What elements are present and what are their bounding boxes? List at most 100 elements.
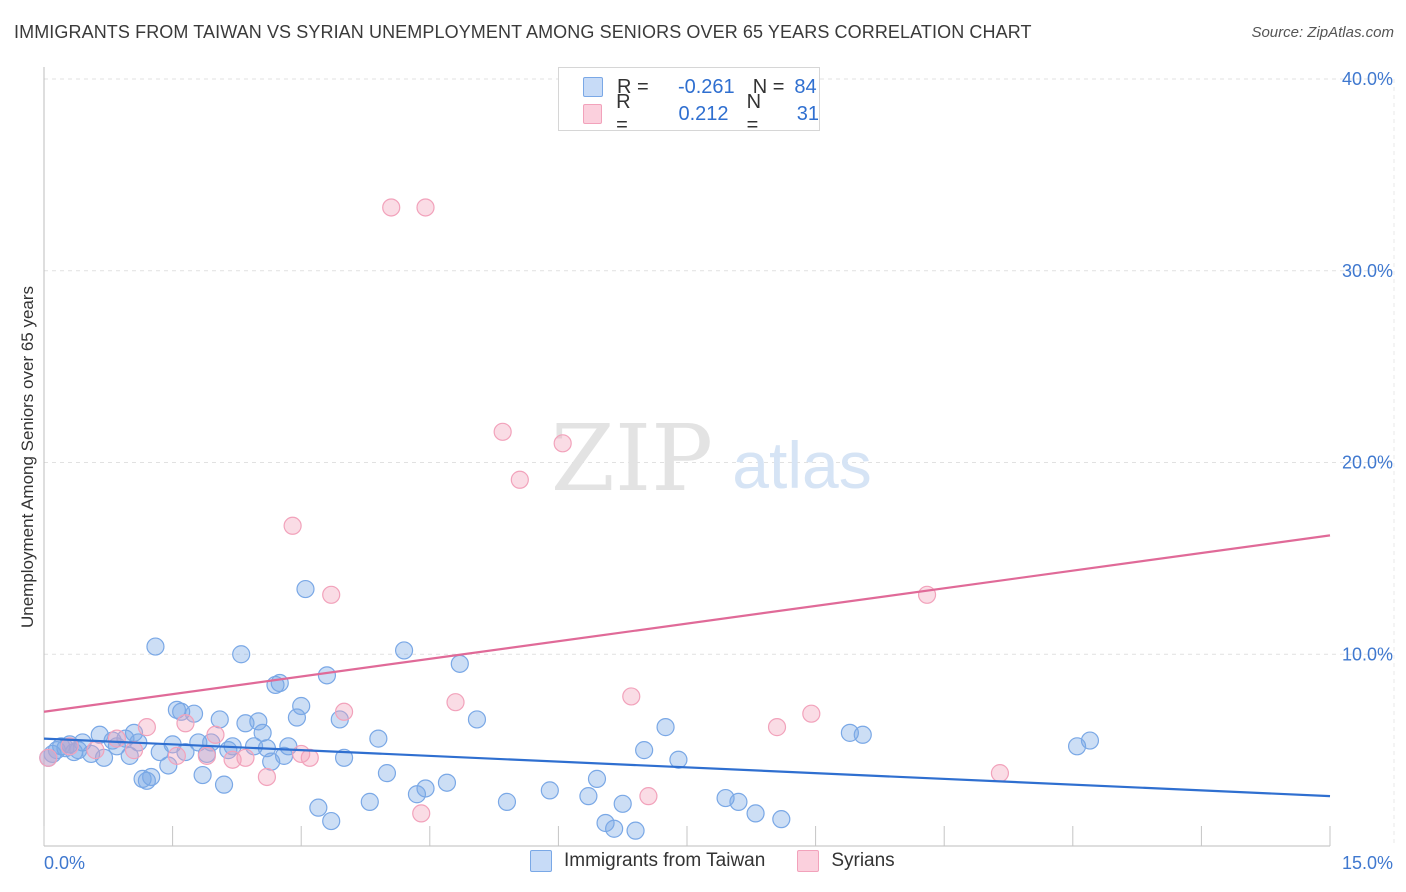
point-taiwan	[450, 654, 469, 673]
point-taiwan	[540, 781, 559, 800]
source-label: Source: ZipAtlas.com	[1251, 24, 1394, 41]
point-taiwan	[467, 710, 487, 729]
tick-labels: 10.0% 20.0% 30.0% 40.0% 0.0% 15.0%	[44, 69, 1393, 873]
point-taiwan	[1080, 731, 1100, 750]
point-syrians	[639, 787, 658, 806]
x-tick-label: 0.0%	[44, 853, 85, 873]
point-syrians	[107, 729, 126, 748]
point-syrians	[334, 702, 354, 721]
correlation-legend: R = -0.261 N = 84 R = 0.212 N = 31	[558, 67, 820, 136]
point-syrians	[124, 741, 144, 760]
point-syrians	[802, 704, 821, 723]
point-taiwan	[210, 710, 229, 729]
legend-n-value: 84	[794, 75, 817, 98]
y-tick-label: 40.0%	[1342, 69, 1393, 89]
point-syrians	[176, 714, 195, 733]
series-legend-taiwan[interactable]: Immigrants from Taiwan	[530, 850, 765, 872]
point-syrians	[622, 687, 641, 706]
point-taiwan	[605, 819, 624, 838]
point-taiwan	[377, 764, 397, 783]
point-syrians	[493, 422, 512, 441]
legend-r-value: 0.212	[678, 102, 729, 125]
point-taiwan	[292, 696, 311, 716]
legend-n-value: 31	[796, 102, 819, 125]
legend-swatch-syrians	[583, 104, 603, 124]
point-syrians	[283, 516, 302, 535]
point-syrians	[60, 737, 79, 756]
point-taiwan	[317, 666, 337, 685]
point-taiwan	[262, 752, 281, 771]
series-legend: Immigrants from Taiwan Syrians	[530, 850, 927, 872]
watermark: ZIP atlas	[551, 405, 872, 512]
point-taiwan	[437, 773, 457, 792]
point-syrians	[292, 744, 311, 764]
point-syrians	[236, 748, 255, 767]
point-taiwan	[613, 794, 632, 813]
point-syrians	[322, 585, 341, 604]
point-taiwan	[360, 792, 379, 811]
point-syrians	[412, 804, 431, 823]
point-syrians	[39, 748, 58, 767]
point-taiwan	[193, 765, 212, 785]
point-syrians	[510, 470, 529, 489]
legend-r-value: -0.261	[677, 75, 735, 98]
point-syrians	[767, 718, 787, 737]
point-taiwan	[334, 748, 354, 767]
point-taiwan	[416, 779, 435, 798]
point-syrians	[257, 767, 277, 787]
point-taiwan	[579, 787, 598, 806]
point-taiwan	[669, 750, 688, 769]
point-taiwan	[142, 767, 161, 787]
point-taiwan	[253, 723, 272, 742]
point-taiwan	[853, 725, 872, 744]
series-legend-syrians[interactable]: Syrians	[797, 850, 895, 872]
trend-lines	[43, 534, 1331, 798]
point-taiwan	[287, 708, 307, 727]
point-taiwan	[497, 792, 517, 811]
point-syrians	[86, 741, 105, 760]
point-taiwan	[656, 718, 675, 737]
point-syrians	[300, 748, 319, 767]
y-axis-label: Unemployment Among Seniors over 65 years	[18, 285, 37, 629]
point-syrians	[990, 764, 1010, 783]
point-taiwan	[746, 804, 765, 823]
point-syrians	[137, 718, 156, 737]
point-taiwan	[270, 673, 289, 693]
point-syrians	[167, 746, 186, 765]
axes	[43, 67, 1331, 847]
legend-n-label: N =	[752, 75, 785, 98]
point-taiwan	[369, 729, 388, 748]
y-tick-label: 20.0%	[1342, 453, 1393, 473]
y-tick-label: 10.0%	[1342, 644, 1393, 664]
point-taiwan	[626, 821, 645, 840]
point-taiwan	[587, 769, 607, 788]
point-taiwan	[146, 637, 165, 656]
trend-line-taiwan	[43, 737, 1331, 798]
legend-swatch-taiwan	[583, 77, 603, 97]
point-taiwan	[176, 742, 195, 762]
chart-title: IMMIGRANTS FROM TAIWAN VS SYRIAN UNEMPLO…	[14, 22, 1032, 42]
point-taiwan	[214, 775, 234, 794]
point-syrians	[446, 693, 465, 712]
point-taiwan	[772, 810, 791, 829]
watermark-zip: ZIP	[551, 405, 713, 512]
x-tick-label: 15.0%	[1342, 853, 1393, 873]
point-taiwan	[232, 645, 251, 664]
point-taiwan	[635, 741, 654, 760]
point-taiwan	[394, 641, 414, 660]
point-syrians	[382, 198, 401, 217]
y-tick-label: 30.0%	[1342, 261, 1393, 281]
point-taiwan	[322, 811, 341, 831]
legend-r-label: R =	[617, 75, 649, 98]
watermark-atlas: atlas	[732, 428, 871, 502]
legend-r-label: R =	[616, 91, 631, 136]
legend-n-label: N =	[746, 91, 762, 136]
data-points	[39, 198, 1100, 840]
point-syrians	[416, 198, 435, 217]
point-syrians	[206, 725, 225, 744]
legend-row-taiwan: R = -0.261 N = 84	[583, 74, 817, 100]
series-swatch-syrians	[797, 850, 820, 872]
series-swatch-taiwan	[530, 850, 552, 872]
legend-row-syrians: R = 0.212 N = 31	[583, 91, 819, 136]
